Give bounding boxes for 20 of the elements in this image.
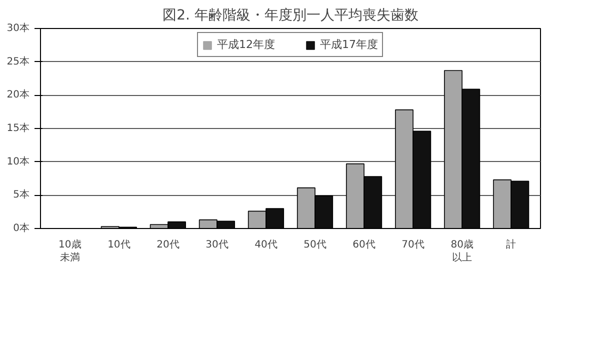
x-tick-label: 30代 [206, 240, 228, 250]
y-tick-label: 10本 [6, 155, 30, 168]
x-tick-label: 70代 [402, 240, 424, 250]
y-tick-label: 0本 [13, 222, 30, 234]
y-tick-label: 5本 [13, 188, 30, 201]
x-tick-label: 80歳以上 [450, 238, 474, 264]
x-tick-label: 20代 [156, 240, 180, 250]
x-tick-label: 10歳未満 [58, 238, 82, 264]
x-tick-label: 60代 [352, 240, 376, 250]
legend-label: 平成12年度 [217, 37, 275, 52]
chart-title: 図2. 年齢階級・年度別一人平均喪失歯数 [162, 8, 418, 24]
x-tick-label: 10代 [108, 240, 130, 250]
y-tick-label: 30本 [6, 22, 30, 34]
y-tick-label: 15本 [6, 122, 30, 134]
y-tick-label: 20本 [6, 88, 30, 101]
y-tick-label: 25本 [6, 55, 30, 68]
x-tick-label: 40代 [254, 240, 278, 250]
x-tick-label: 50代 [304, 240, 326, 250]
legend-label: 平成17年度 [320, 37, 378, 52]
x-tick-label: 計 [506, 238, 516, 250]
